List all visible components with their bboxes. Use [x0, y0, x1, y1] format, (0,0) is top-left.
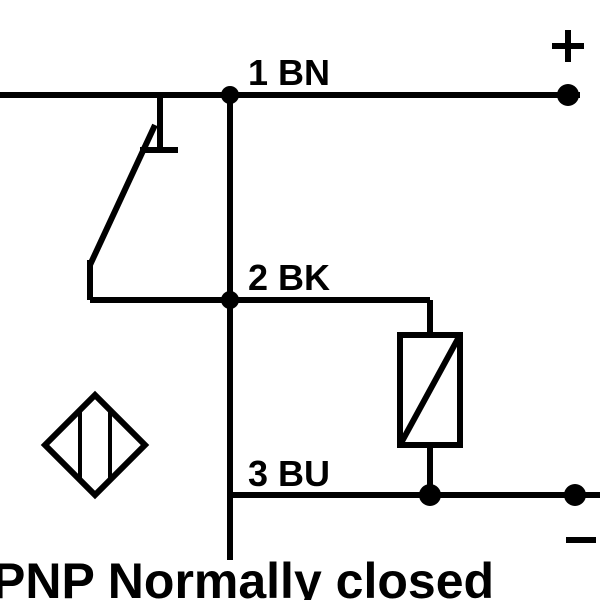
junction-top [221, 86, 239, 104]
label-wire-2: 2 BK [248, 257, 330, 298]
plus-symbol [552, 30, 584, 62]
label-wire-1: 1 BN [248, 52, 330, 93]
label-wire-3: 3 BU [248, 453, 330, 494]
diagram-title: PNP Normally closed [0, 553, 494, 600]
terminal-dot-plus [557, 84, 579, 106]
wiring-diagram: 1 BN 2 BK 3 BU PNP Normally closed [0, 0, 600, 600]
sensor-diamond-symbol [45, 395, 145, 495]
nc-switch-symbol [90, 95, 230, 300]
load-relay-symbol [400, 300, 460, 495]
terminal-dot-minus [564, 484, 586, 506]
